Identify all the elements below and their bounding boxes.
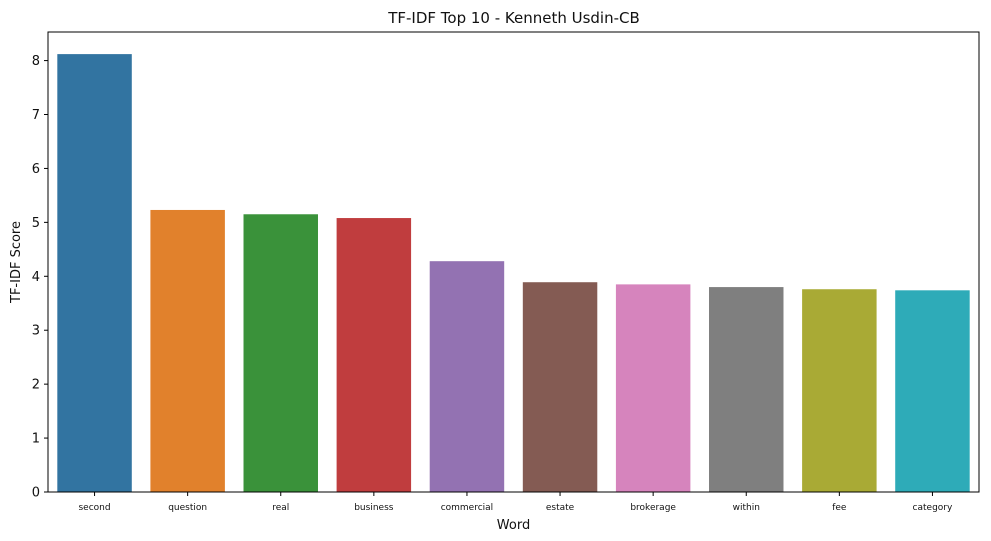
- bar-fee: [802, 289, 877, 492]
- x-tick-label: estate: [546, 503, 575, 513]
- x-tick-label: real: [272, 503, 289, 513]
- x-tick-label: business: [354, 503, 394, 513]
- x-axis: second question real business commercial esta…: [78, 492, 953, 513]
- y-tick-label: 7: [32, 108, 40, 123]
- bar-commercial: [429, 261, 505, 492]
- y-tick-label: 3: [32, 324, 40, 339]
- x-tick-label: second: [78, 503, 110, 513]
- y-tick-label: 5: [32, 216, 40, 231]
- bar-within: [709, 287, 784, 492]
- bar-question: [150, 209, 225, 492]
- plot-frame: [47, 31, 980, 493]
- x-tick-label: question: [168, 503, 207, 513]
- bar-real: [243, 214, 318, 492]
- x-tick-label: commercial: [441, 503, 494, 513]
- y-axis: 0 1 2 3 4 5 6 7 8: [32, 54, 48, 501]
- x-tick-label: category: [913, 503, 953, 513]
- bar-estate: [522, 282, 598, 492]
- y-tick-label: 8: [32, 54, 40, 69]
- x-tick-label: fee: [832, 503, 847, 513]
- y-tick-label: 2: [32, 378, 40, 393]
- y-tick-label: 0: [32, 486, 40, 501]
- bar-second: [57, 54, 132, 493]
- bar-business: [336, 218, 412, 493]
- bars-group: [57, 54, 970, 493]
- bar-brokerage: [615, 284, 691, 492]
- y-axis-label: TF-IDF Score: [9, 221, 24, 304]
- chart-title: TF-IDF Top 10 - Kenneth Usdin-CB: [387, 9, 640, 27]
- y-tick-label: 1: [32, 432, 40, 447]
- y-tick-label: 4: [32, 270, 40, 285]
- x-axis-label: Word: [497, 518, 530, 533]
- y-tick-label: 6: [32, 162, 40, 177]
- x-tick-label: brokerage: [630, 503, 676, 513]
- bar-category: [895, 290, 970, 492]
- x-tick-label: within: [733, 503, 760, 513]
